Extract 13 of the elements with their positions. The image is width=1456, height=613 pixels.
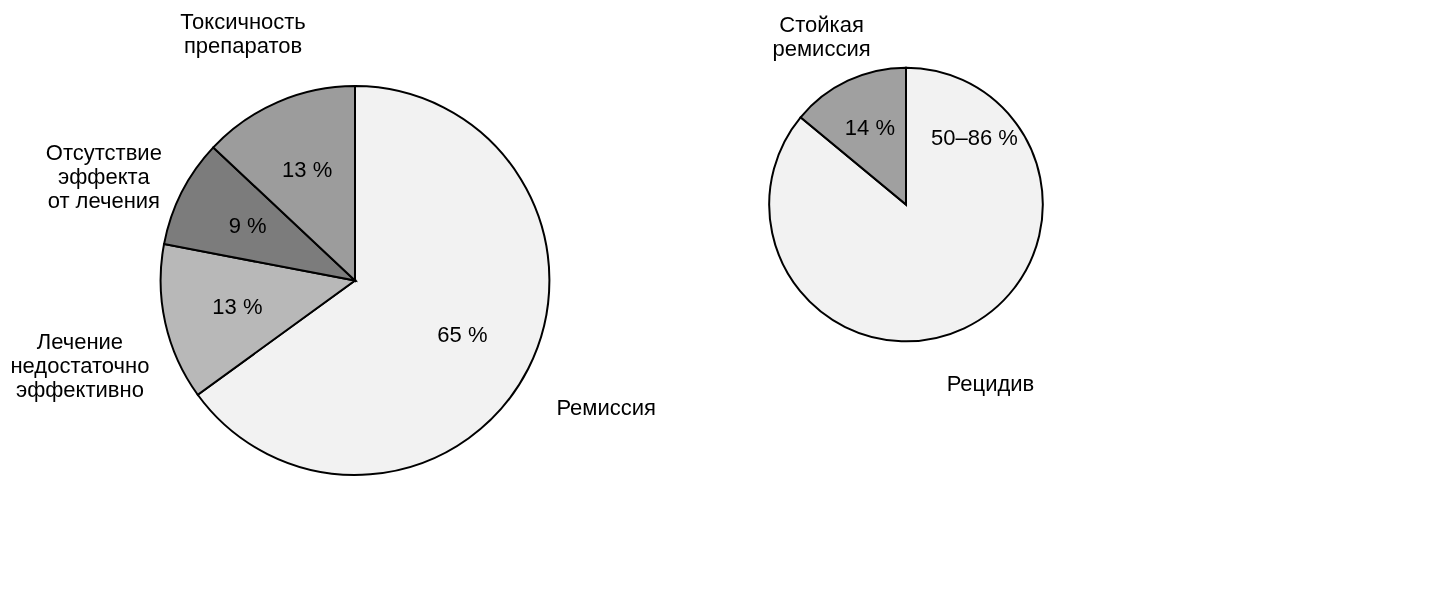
- slice-label: Ремиссия: [556, 395, 656, 421]
- slice-label: Стойкая ремиссия: [772, 12, 871, 62]
- pie-slice: [768, 66, 1044, 343]
- text: 50–86 %: [930, 125, 1018, 150]
- slice-label: Отсутствие эффекта от лечения: [45, 139, 162, 213]
- slice-label: Рецидив: [946, 370, 1035, 396]
- data-label: 13 %: [212, 293, 263, 319]
- slice-label: Токсичность препаратов: [180, 8, 306, 58]
- slice-label: Лечение недостаточно эффективно: [10, 328, 150, 402]
- data-label: 14 %: [844, 114, 895, 140]
- data-label: 13 %: [282, 156, 333, 182]
- data-label: 65 %: [437, 322, 488, 348]
- data-label: 9 %: [228, 212, 267, 238]
